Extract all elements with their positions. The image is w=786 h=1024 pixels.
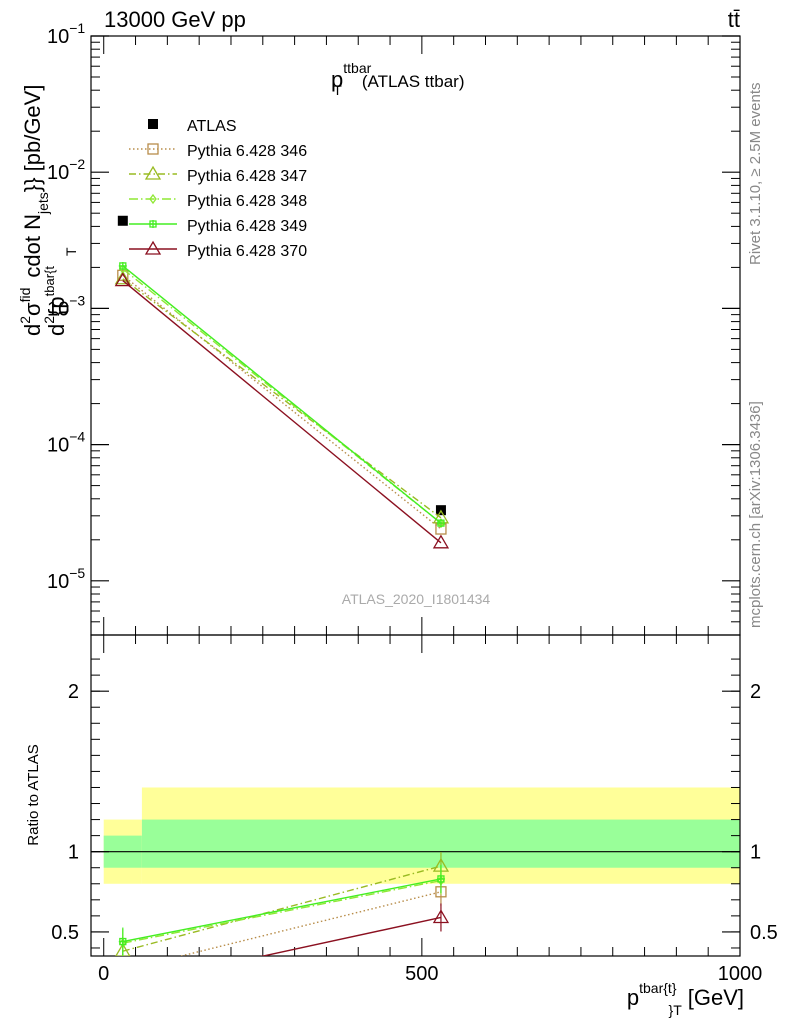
y-tick-ratio-right-0: 0.5 [750,922,778,944]
ratio-point-pythia-6-428-349-1 [436,874,445,883]
legend-marker-pythia-6-428-348 [149,193,157,205]
y-tick-top-4: 10−1 [47,20,85,48]
mcplots-label: mcplots.cern.ch [arXiv:1306.3436] [747,401,764,628]
y-tick-top-2: 10−3 [47,292,85,320]
legend-marker-pythia-6-428-346 [147,143,159,155]
ratio-line-pythia-6-428-370 [260,916,442,956]
top-point-pythia-6-428-347-0 [114,270,131,285]
top-line-pythia-6-428-370 [122,280,442,544]
top-point-pythia-6-428-370-0 [114,272,131,287]
x-tick-0: 0 [98,963,109,985]
legend-label-pythia-6-428-348: Pythia 6.428 348 [187,193,307,210]
legend-marker-atlas [148,119,158,129]
legend-label-pythia-6-428-347: Pythia 6.428 347 [187,168,307,185]
x-tick-2: 1000 [718,963,763,985]
y-tick-ratio-left-1: 1 [68,842,79,864]
plot-title: pttbar T (ATLAS ttbar) [331,60,464,98]
ratio-line-pythia-6-428-346 [178,891,442,956]
y-tick-top-1: 10−4 [47,429,85,457]
y-tick-ratio-left-0: 0.5 [51,922,79,944]
header-process: tt̄ [728,7,740,32]
top-line-pythia-6-428-346 [122,274,442,530]
legend-marker-pythia-6-428-349 [149,220,157,228]
legend: ATLAS Pythia 6.428 346 Pythia 6.428 347 Pyt… [129,118,307,260]
top-line-pythia-6-428-349 [122,265,442,524]
analysis-id: ATLAS_2020_I1801434 [342,591,491,607]
ratio-point-pythia-6-428-349-0 [118,937,127,946]
uncertainty-bands [91,787,740,884]
y-axis-label-ratio: Ratio to ATLAS [25,744,42,845]
legend-label-pythia-6-428-349: Pythia 6.428 349 [187,218,307,235]
top-point-pythia-6-428-349-0 [118,261,127,270]
ratio-point-pythia-6-428-370-0 [116,979,130,991]
legend-label-pythia-6-428-370: Pythia 6.428 370 [187,243,307,260]
y-tick-top-3: 10−2 [47,156,85,184]
y-tick-ratio-right-2: 2 [750,681,761,703]
x-axis-label: ptbar{t}}T [GeV] [627,980,744,1018]
y-axis-label-top: d2σfidcdot Njets}} [pb/GeV] [17,85,51,336]
top-line-pythia-6-428-348 [122,268,442,524]
y-axis-label-denominator: d2{ptbar{tT [41,247,79,336]
top-point-atlas-0 [117,215,128,226]
ratio-point-pythia-6-428-347-0 [115,942,131,956]
top-panel-data [114,215,450,549]
x-tick-1: 500 [405,963,438,985]
legend-marker-pythia-6-428-347 [144,165,162,180]
y-tick-top-0: 10−5 [47,565,85,593]
ratio-point-pythia-6-428-346-0 [118,965,128,975]
header-energy: 13000 GeV pp [104,7,246,32]
ratio-panel-data [115,852,450,991]
ratio-point-pythia-6-428-370-1 [432,909,450,924]
bottom-panel-frame [90,634,741,957]
ratio-line-pythia-6-428-347 [122,865,442,952]
rivet-version-label: Rivet 3.1.10, ≥ 2.5M events [747,83,764,266]
ratio-line-pythia-6-428-349 [122,878,442,943]
y-tick-ratio-right-1: 1 [750,842,761,864]
top-line-pythia-6-428-347 [122,278,442,519]
y-tick-ratio-left-2: 2 [68,681,79,703]
top-point-pythia-6-428-346-0 [117,269,129,281]
top-point-pythia-6-428-370-1 [432,534,450,549]
ratio-line-pythia-6-428-348 [122,879,442,944]
legend-label-atlas: ATLAS [187,118,237,135]
top-point-pythia-6-428-349-1 [436,519,445,528]
legend-marker-pythia-6-428-370 [144,240,162,255]
axes: 10−5 10−4 10−3 10−2 10−1 0 500 1000 0.5 0.5 1 1 2 2 [47,20,778,985]
legend-label-pythia-6-428-346: Pythia 6.428 346 [187,143,307,160]
